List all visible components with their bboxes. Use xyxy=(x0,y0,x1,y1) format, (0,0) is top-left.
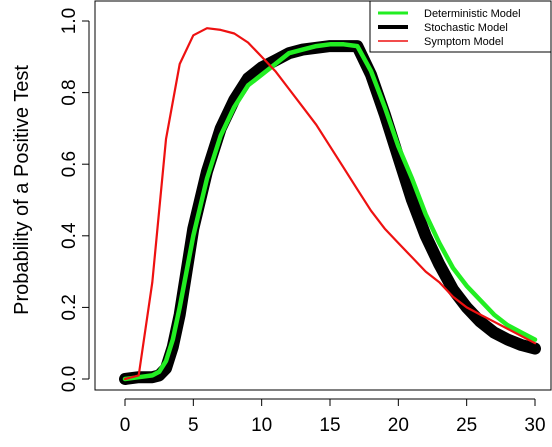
x-tick-label: 20 xyxy=(388,415,409,436)
x-tick-label: 10 xyxy=(251,415,272,436)
x-tick-label: 15 xyxy=(319,415,340,436)
y-tick-label: 0.4 xyxy=(59,222,80,249)
x-tick-label: 5 xyxy=(188,415,199,436)
y-tick-label: 1.0 xyxy=(59,8,80,34)
x-tick-label: 25 xyxy=(456,415,477,436)
deterministic-model-line xyxy=(122,42,538,382)
legend-label-stochastic: Stochastic Model xyxy=(424,22,508,34)
y-tick-label: 0.2 xyxy=(59,294,80,320)
legend: Deterministic Model Stochastic Model Sym… xyxy=(369,0,552,53)
y-tick-label: 0.8 xyxy=(59,79,80,105)
x-tick-label: 0 xyxy=(120,415,131,436)
x-axis: 0 5 10 15 20 25 30 xyxy=(120,398,546,436)
y-axis-title: Probability of a Positive Test xyxy=(11,65,33,315)
legend-label-deterministic: Deterministic Model xyxy=(424,8,521,20)
series-layer xyxy=(119,27,541,385)
plot-box xyxy=(94,0,552,391)
y-tick-label: 0.0 xyxy=(59,366,80,392)
legend-label-symptom: Symptom Model xyxy=(424,36,503,48)
y-tick-label: 0.6 xyxy=(59,151,80,177)
symptom-model-line xyxy=(123,27,537,381)
x-tick-label: 30 xyxy=(524,415,545,436)
y-axis: 0.0 0.2 0.4 0.6 0.8 1.0 xyxy=(59,8,90,392)
stochastic-model-line xyxy=(119,40,541,385)
